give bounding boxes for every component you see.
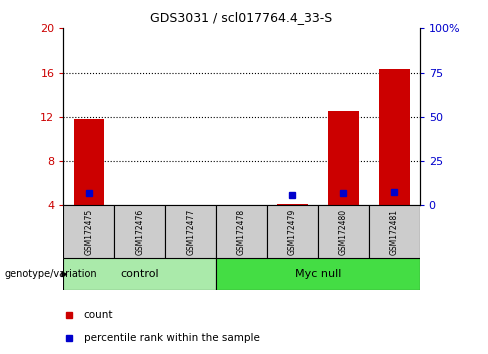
Bar [63, 258, 216, 290]
Bar [369, 205, 420, 258]
Bar [328, 111, 359, 205]
Bar [267, 205, 318, 258]
Text: GSM172478: GSM172478 [237, 209, 246, 255]
Bar [216, 258, 420, 290]
Text: GSM172479: GSM172479 [288, 209, 297, 255]
Text: GSM172480: GSM172480 [339, 209, 348, 255]
Bar [277, 204, 308, 205]
Bar [114, 205, 165, 258]
Title: GDS3031 / scl017764.4_33-S: GDS3031 / scl017764.4_33-S [150, 11, 333, 24]
Bar [318, 205, 369, 258]
Bar [63, 205, 114, 258]
Bar [165, 205, 216, 258]
Text: count: count [84, 310, 113, 320]
Text: GSM172481: GSM172481 [390, 209, 399, 255]
Text: Myc null: Myc null [295, 269, 341, 279]
Text: GSM172477: GSM172477 [186, 209, 195, 255]
Text: control: control [121, 269, 159, 279]
Bar [74, 119, 104, 205]
Text: GSM172476: GSM172476 [135, 209, 144, 255]
Text: genotype/variation: genotype/variation [5, 269, 98, 279]
Text: GSM172475: GSM172475 [84, 209, 93, 255]
Text: percentile rank within the sample: percentile rank within the sample [84, 333, 260, 343]
Bar [379, 69, 409, 205]
Bar [216, 205, 267, 258]
